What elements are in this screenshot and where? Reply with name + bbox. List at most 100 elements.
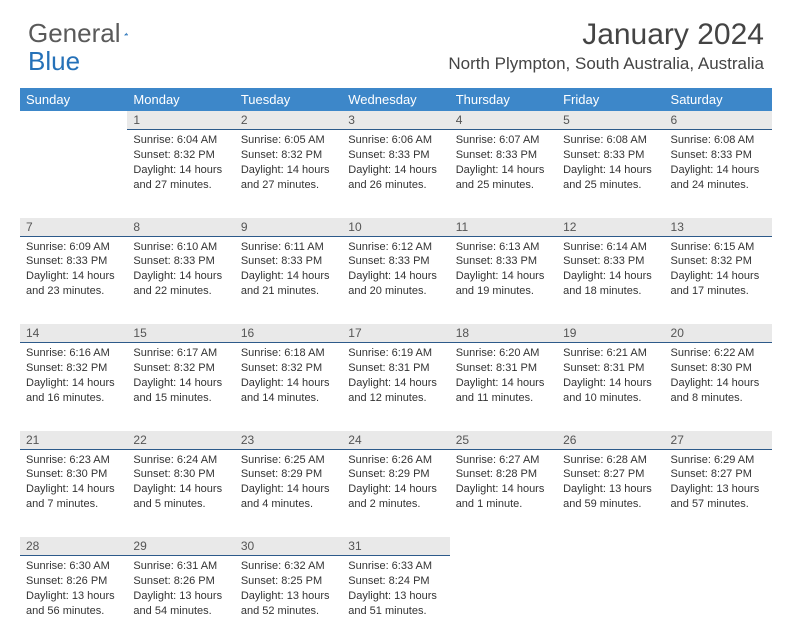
day-cell: Sunrise: 6:10 AMSunset: 8:33 PMDaylight:… <box>127 236 234 324</box>
daylight-text: Daylight: 14 hours and 15 minutes. <box>133 376 228 406</box>
dow-sunday: Sunday <box>20 88 127 111</box>
sunset-text: Sunset: 8:33 PM <box>133 254 228 269</box>
day-cell: Sunrise: 6:24 AMSunset: 8:30 PMDaylight:… <box>127 449 234 537</box>
day-cell: Sunrise: 6:15 AMSunset: 8:32 PMDaylight:… <box>665 236 772 324</box>
sunrise-text: Sunrise: 6:12 AM <box>348 240 443 255</box>
day-cell: Sunrise: 6:22 AMSunset: 8:30 PMDaylight:… <box>665 343 772 431</box>
day-number-cell: 14 <box>20 324 127 343</box>
sunset-text: Sunset: 8:28 PM <box>456 467 551 482</box>
daylight-text: Daylight: 14 hours and 2 minutes. <box>348 482 443 512</box>
day-number-cell: 19 <box>557 324 664 343</box>
day-number-cell: 28 <box>20 537 127 556</box>
sunset-text: Sunset: 8:32 PM <box>241 148 336 163</box>
daylight-text: Daylight: 14 hours and 22 minutes. <box>133 269 228 299</box>
day-number-cell: 11 <box>450 218 557 237</box>
sunset-text: Sunset: 8:26 PM <box>133 574 228 589</box>
day-number-cell <box>20 111 127 130</box>
daylight-text: Daylight: 13 hours and 52 minutes. <box>241 589 336 619</box>
day-number-cell: 4 <box>450 111 557 130</box>
day-content-row: Sunrise: 6:04 AMSunset: 8:32 PMDaylight:… <box>20 130 772 218</box>
sunrise-text: Sunrise: 6:30 AM <box>26 559 121 574</box>
daylight-text: Daylight: 14 hours and 16 minutes. <box>26 376 121 406</box>
daylight-text: Daylight: 14 hours and 18 minutes. <box>563 269 658 299</box>
sunrise-text: Sunrise: 6:18 AM <box>241 346 336 361</box>
day-cell: Sunrise: 6:29 AMSunset: 8:27 PMDaylight:… <box>665 449 772 537</box>
day-number-cell: 1 <box>127 111 234 130</box>
daylight-text: Daylight: 14 hours and 23 minutes. <box>26 269 121 299</box>
daylight-text: Daylight: 14 hours and 11 minutes. <box>456 376 551 406</box>
day-number-cell: 10 <box>342 218 449 237</box>
daynum-row: 28293031 <box>20 537 772 556</box>
sunset-text: Sunset: 8:30 PM <box>671 361 766 376</box>
sunset-text: Sunset: 8:30 PM <box>26 467 121 482</box>
sunrise-text: Sunrise: 6:16 AM <box>26 346 121 361</box>
day-number-cell: 29 <box>127 537 234 556</box>
daynum-row: 14151617181920 <box>20 324 772 343</box>
sunrise-text: Sunrise: 6:07 AM <box>456 133 551 148</box>
daylight-text: Daylight: 14 hours and 19 minutes. <box>456 269 551 299</box>
sunrise-text: Sunrise: 6:23 AM <box>26 453 121 468</box>
dow-tuesday: Tuesday <box>235 88 342 111</box>
sunset-text: Sunset: 8:32 PM <box>133 361 228 376</box>
sunrise-text: Sunrise: 6:08 AM <box>563 133 658 148</box>
sunrise-text: Sunrise: 6:32 AM <box>241 559 336 574</box>
daylight-text: Daylight: 14 hours and 14 minutes. <box>241 376 336 406</box>
day-number-cell: 18 <box>450 324 557 343</box>
sunset-text: Sunset: 8:33 PM <box>241 254 336 269</box>
daylight-text: Daylight: 14 hours and 12 minutes. <box>348 376 443 406</box>
day-cell: Sunrise: 6:26 AMSunset: 8:29 PMDaylight:… <box>342 449 449 537</box>
sunrise-text: Sunrise: 6:33 AM <box>348 559 443 574</box>
sunset-text: Sunset: 8:33 PM <box>348 254 443 269</box>
brand-logo: General <box>28 18 150 49</box>
day-number-cell: 31 <box>342 537 449 556</box>
sunset-text: Sunset: 8:32 PM <box>26 361 121 376</box>
day-number-cell: 26 <box>557 431 664 450</box>
sunset-text: Sunset: 8:27 PM <box>563 467 658 482</box>
daylight-text: Daylight: 14 hours and 25 minutes. <box>563 163 658 193</box>
sunrise-text: Sunrise: 6:26 AM <box>348 453 443 468</box>
day-cell: Sunrise: 6:21 AMSunset: 8:31 PMDaylight:… <box>557 343 664 431</box>
day-number-cell: 13 <box>665 218 772 237</box>
sunset-text: Sunset: 8:32 PM <box>671 254 766 269</box>
daylight-text: Daylight: 14 hours and 1 minute. <box>456 482 551 512</box>
dow-monday: Monday <box>127 88 234 111</box>
daylight-text: Daylight: 13 hours and 51 minutes. <box>348 589 443 619</box>
sunrise-text: Sunrise: 6:13 AM <box>456 240 551 255</box>
sunset-text: Sunset: 8:33 PM <box>456 148 551 163</box>
day-cell <box>665 556 772 644</box>
day-number-cell: 23 <box>235 431 342 450</box>
daylight-text: Daylight: 14 hours and 27 minutes. <box>241 163 336 193</box>
daynum-row: 123456 <box>20 111 772 130</box>
sunset-text: Sunset: 8:24 PM <box>348 574 443 589</box>
daynum-row: 78910111213 <box>20 218 772 237</box>
sunrise-text: Sunrise: 6:17 AM <box>133 346 228 361</box>
sunset-text: Sunset: 8:31 PM <box>348 361 443 376</box>
sunrise-text: Sunrise: 6:21 AM <box>563 346 658 361</box>
day-cell: Sunrise: 6:27 AMSunset: 8:28 PMDaylight:… <box>450 449 557 537</box>
sunrise-text: Sunrise: 6:14 AM <box>563 240 658 255</box>
daylight-text: Daylight: 14 hours and 7 minutes. <box>26 482 121 512</box>
daylight-text: Daylight: 14 hours and 21 minutes. <box>241 269 336 299</box>
daylight-text: Daylight: 14 hours and 26 minutes. <box>348 163 443 193</box>
daylight-text: Daylight: 14 hours and 24 minutes. <box>671 163 766 193</box>
daylight-text: Daylight: 14 hours and 17 minutes. <box>671 269 766 299</box>
day-cell: Sunrise: 6:23 AMSunset: 8:30 PMDaylight:… <box>20 449 127 537</box>
day-cell: Sunrise: 6:17 AMSunset: 8:32 PMDaylight:… <box>127 343 234 431</box>
sunset-text: Sunset: 8:32 PM <box>241 361 336 376</box>
daylight-text: Daylight: 14 hours and 8 minutes. <box>671 376 766 406</box>
sunrise-text: Sunrise: 6:25 AM <box>241 453 336 468</box>
day-content-row: Sunrise: 6:16 AMSunset: 8:32 PMDaylight:… <box>20 343 772 431</box>
sunset-text: Sunset: 8:33 PM <box>26 254 121 269</box>
day-cell: Sunrise: 6:07 AMSunset: 8:33 PMDaylight:… <box>450 130 557 218</box>
dow-header-row: Sunday Monday Tuesday Wednesday Thursday… <box>20 88 772 111</box>
dow-saturday: Saturday <box>665 88 772 111</box>
brand-part1: General <box>28 18 121 49</box>
day-cell: Sunrise: 6:12 AMSunset: 8:33 PMDaylight:… <box>342 236 449 324</box>
sunrise-text: Sunrise: 6:11 AM <box>241 240 336 255</box>
sunset-text: Sunset: 8:33 PM <box>563 148 658 163</box>
daylight-text: Daylight: 14 hours and 4 minutes. <box>241 482 336 512</box>
day-number-cell: 22 <box>127 431 234 450</box>
day-number-cell: 9 <box>235 218 342 237</box>
day-number-cell <box>450 537 557 556</box>
day-number-cell: 24 <box>342 431 449 450</box>
